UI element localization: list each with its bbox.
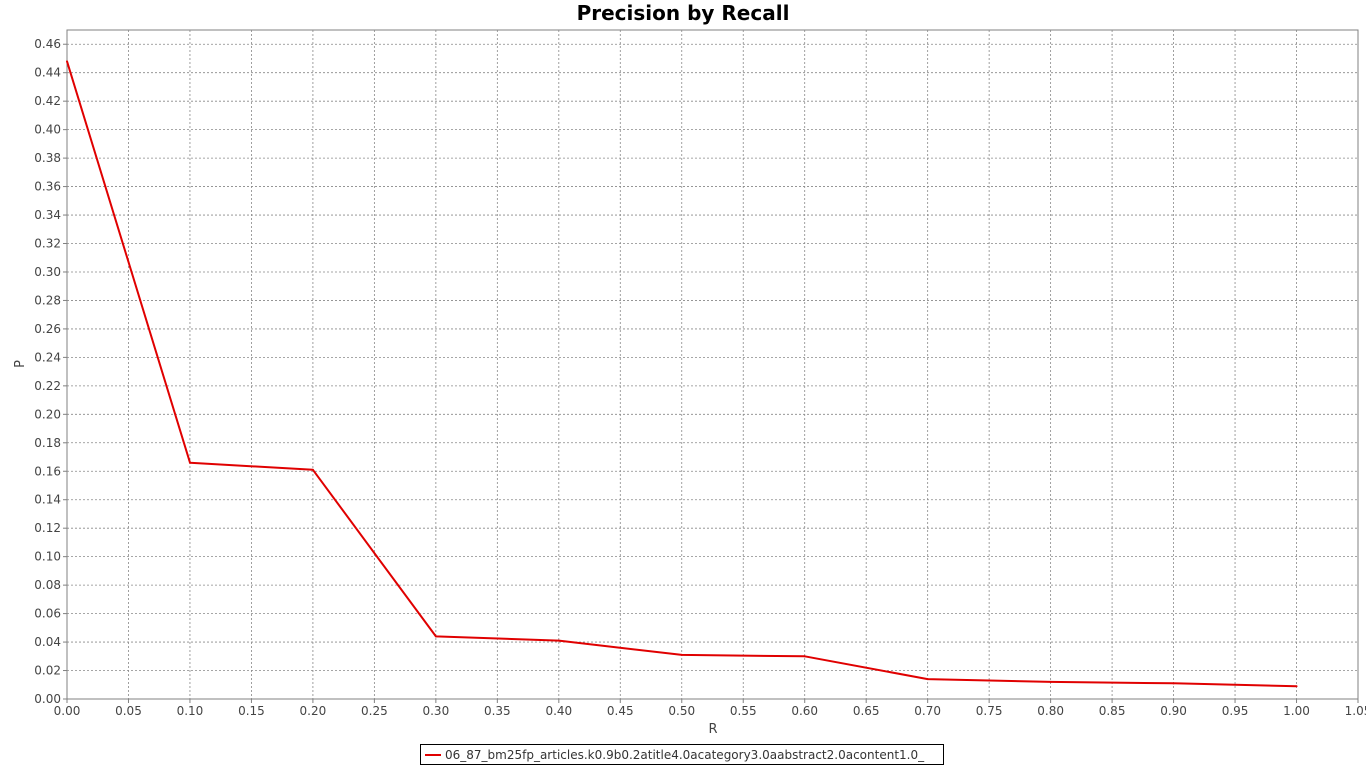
x-tick-label: 0.60: [791, 704, 818, 718]
x-tick-label: 0.80: [1037, 704, 1064, 718]
plot-area: [66, 29, 1359, 700]
y-tick-label: 0.40: [34, 123, 61, 137]
y-tick-label: 0.08: [34, 578, 61, 592]
y-tick-label: 0.06: [34, 607, 61, 621]
data-point: [1295, 685, 1298, 688]
x-tick-label: 0.25: [361, 704, 388, 718]
x-tick-label: 1.00: [1283, 704, 1310, 718]
x-tick-label: 0.35: [484, 704, 511, 718]
y-tick-label: 0.04: [34, 635, 61, 649]
y-tick-label: 0.20: [34, 407, 61, 421]
y-tick-label: 0.36: [34, 180, 61, 194]
y-tick-label: 0.14: [34, 493, 61, 507]
x-tick-label: 0.40: [545, 704, 572, 718]
legend-swatch: [425, 753, 441, 756]
y-tick-label: 0.02: [34, 664, 61, 678]
y-tick-label: 0.26: [34, 322, 61, 336]
data-point: [434, 635, 437, 638]
x-tick-label: 0.85: [1099, 704, 1126, 718]
grid-lines: [67, 30, 1358, 699]
y-tick-label: 0.00: [34, 692, 61, 706]
chart-title: Precision by Recall: [576, 1, 790, 25]
x-tick-label: 0.15: [238, 704, 265, 718]
y-axis-ticks: 0.00 0.02 0.04 0.06 0.08 0.10 0.12 0.14 0.16 0.18…: [34, 37, 67, 706]
y-tick-label: 0.28: [34, 293, 61, 307]
y-tick-label: 0.16: [34, 464, 61, 478]
data-point: [557, 639, 560, 642]
x-tick-label: 0.95: [1222, 704, 1249, 718]
y-tick-label: 0.32: [34, 237, 61, 251]
x-tick-label: 0.90: [1160, 704, 1187, 718]
x-axis-ticks: 0.00 0.05 0.10 0.15 0.20 0.25 0.30 0.35 0.40 0.45…: [54, 699, 1366, 718]
data-point: [311, 468, 314, 471]
y-tick-label: 0.12: [34, 521, 61, 535]
data-point: [926, 678, 929, 681]
y-tick-label: 0.42: [34, 94, 61, 108]
x-tick-label: 0.75: [976, 704, 1003, 718]
y-tick-label: 0.24: [34, 350, 61, 364]
x-tick-label: 0.05: [115, 704, 142, 718]
x-tick-label: 1.05: [1345, 704, 1366, 718]
data-point: [1172, 682, 1175, 685]
y-tick-label: 0.30: [34, 265, 61, 279]
x-tick-label: 0.30: [422, 704, 449, 718]
x-tick-label: 0.70: [914, 704, 941, 718]
data-point: [66, 60, 68, 63]
data-point: [803, 655, 806, 658]
data-point: [680, 653, 683, 656]
x-tick-label: 0.55: [730, 704, 757, 718]
y-tick-label: 0.22: [34, 379, 61, 393]
y-axis-label: P: [13, 360, 28, 368]
legend: 06_87_bm25fp_articles.k0.9b0.2atitle4.0a…: [420, 744, 944, 765]
x-tick-label: 0.10: [177, 704, 204, 718]
legend-label: 06_87_bm25fp_articles.k0.9b0.2atitle4.0a…: [445, 747, 925, 762]
y-tick-label: 0.18: [34, 436, 61, 450]
x-tick-label: 0.65: [853, 704, 880, 718]
x-axis-label: R: [708, 722, 717, 737]
y-tick-label: 0.34: [34, 208, 61, 222]
x-tick-label: 0.00: [54, 704, 81, 718]
data-point: [188, 461, 191, 464]
x-tick-label: 0.45: [607, 704, 634, 718]
y-tick-label: 0.44: [34, 66, 61, 80]
x-tick-label: 0.20: [300, 704, 327, 718]
y-tick-label: 0.10: [34, 550, 61, 564]
y-tick-label: 0.38: [34, 151, 61, 165]
y-tick-label: 0.46: [34, 37, 61, 51]
data-point: [1049, 680, 1052, 683]
x-tick-label: 0.50: [668, 704, 695, 718]
series-layer: [66, 60, 1298, 688]
